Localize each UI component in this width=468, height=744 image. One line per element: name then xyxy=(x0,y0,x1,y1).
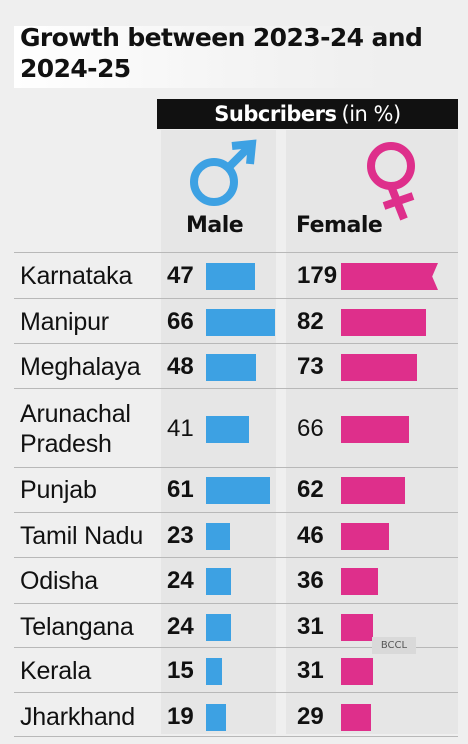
subtitle-label: Subcribers xyxy=(214,102,337,126)
state-label: Manipur xyxy=(20,308,109,336)
male-bar xyxy=(206,416,249,443)
row-divider xyxy=(14,647,458,648)
state-label: Punjab xyxy=(20,476,97,504)
state-label: Meghalaya xyxy=(20,353,141,381)
female-value-label: 66 xyxy=(297,415,324,442)
male-value-label: 24 xyxy=(167,567,194,594)
female-bar xyxy=(341,263,438,290)
chart-title: Growth between 2023-24 and 2024-25 xyxy=(20,23,423,83)
male-bar xyxy=(206,477,270,504)
male-value-label: 23 xyxy=(167,522,194,549)
row-divider xyxy=(14,343,458,344)
female-column-header: Female xyxy=(296,213,383,238)
female-bar xyxy=(341,477,405,504)
female-bar xyxy=(341,523,389,550)
row-divider xyxy=(14,388,458,389)
title-background xyxy=(14,26,384,88)
state-label: Kerala xyxy=(20,657,92,685)
credit-badge: BCCL xyxy=(372,637,416,654)
male-bar xyxy=(206,354,256,381)
state-label: Arunachal Pradesh xyxy=(20,400,131,458)
male-bar xyxy=(206,263,255,290)
subtitle-banner: Subcribers (in %) xyxy=(157,99,458,129)
state-label: Karnataka xyxy=(20,262,133,290)
subtitle-unit: (in %) xyxy=(341,102,402,126)
female-symbol-icon xyxy=(367,142,415,221)
row-divider xyxy=(14,298,458,299)
row-divider xyxy=(14,467,458,468)
row-divider xyxy=(14,557,458,558)
female-value-label: 62 xyxy=(297,476,324,503)
male-bar xyxy=(206,309,275,336)
male-column-header: Male xyxy=(186,213,244,238)
male-value-label: 24 xyxy=(167,613,194,640)
female-value-label: 46 xyxy=(297,522,324,549)
state-label: Jharkhand xyxy=(20,703,135,731)
female-bar xyxy=(341,568,378,595)
female-value-label: 82 xyxy=(297,308,324,335)
male-value-label: 48 xyxy=(167,353,194,380)
female-bar xyxy=(341,658,373,685)
male-bar xyxy=(206,523,230,550)
female-value-label: 31 xyxy=(297,613,324,640)
male-value-label: 15 xyxy=(167,657,194,684)
male-value-label: 19 xyxy=(167,703,194,730)
male-symbol-icon xyxy=(190,139,257,206)
male-value-label: 47 xyxy=(167,262,194,289)
row-divider xyxy=(14,603,458,604)
male-value-label: 61 xyxy=(167,476,194,503)
state-label: Tamil Nadu xyxy=(20,522,144,550)
male-value-label: 66 xyxy=(167,308,194,335)
female-value-label: 36 xyxy=(297,567,324,594)
row-divider xyxy=(14,512,458,513)
state-label: Odisha xyxy=(20,567,99,595)
female-value-label: 73 xyxy=(297,353,324,380)
male-bar xyxy=(206,658,222,685)
female-value-label: 31 xyxy=(297,657,324,684)
female-bar xyxy=(341,309,426,336)
male-bar xyxy=(206,704,226,731)
row-divider xyxy=(14,736,458,737)
state-label: Telangana xyxy=(20,613,134,641)
female-value-label: 179 xyxy=(297,262,338,289)
row-divider xyxy=(14,252,458,253)
male-bar xyxy=(206,614,231,641)
female-bar xyxy=(341,416,409,443)
female-bar xyxy=(341,704,371,731)
female-value-label: 29 xyxy=(297,703,324,730)
row-divider xyxy=(14,692,458,693)
male-bar xyxy=(206,568,231,595)
female-bar xyxy=(341,354,417,381)
female-bar xyxy=(341,614,373,641)
male-value-label: 41 xyxy=(167,415,194,442)
